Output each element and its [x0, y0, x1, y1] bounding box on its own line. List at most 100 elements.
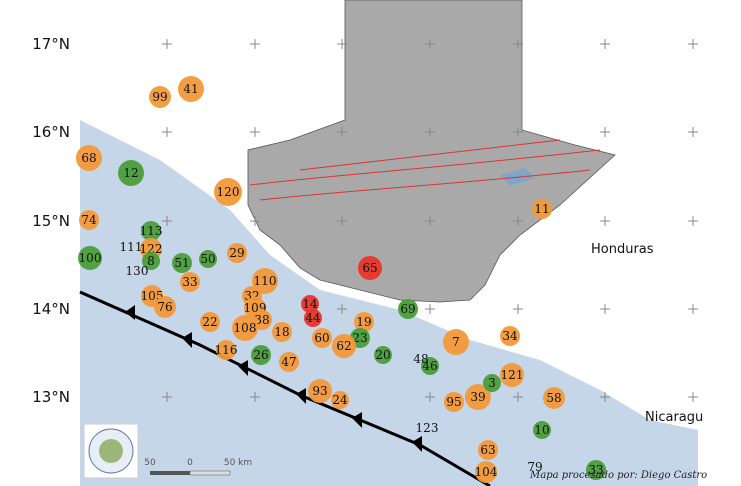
event-marker [586, 460, 606, 480]
event-label: 8 [147, 254, 155, 268]
event-label: 33 [588, 463, 603, 477]
logo [83, 423, 139, 479]
event-label: 26 [253, 348, 268, 362]
event-marker [200, 312, 220, 332]
event-label: 47 [281, 355, 296, 369]
event-marker [483, 374, 501, 392]
event-label: 33 [182, 275, 197, 289]
event-label: 76 [157, 300, 172, 314]
event-label: 23 [352, 331, 367, 345]
event-marker [358, 256, 382, 280]
event-label: 108 [234, 321, 257, 335]
event-marker [543, 387, 565, 409]
event-label: 79 [527, 460, 542, 474]
event-marker [304, 309, 322, 327]
event-label: 95 [446, 395, 461, 409]
event-marker [149, 86, 171, 108]
event-marker [500, 363, 524, 387]
event-marker [279, 352, 299, 372]
latitude-label: 16°N [32, 123, 70, 141]
event-marker [478, 440, 498, 460]
event-marker [331, 391, 349, 409]
event-label: 38 [254, 313, 269, 327]
scale-label: 0 [187, 458, 193, 468]
ocean [80, 120, 698, 486]
event-marker [532, 199, 552, 219]
event-marker [354, 312, 374, 332]
event-marker [199, 250, 217, 268]
event-marker [79, 210, 99, 230]
event-label: 100 [79, 251, 102, 265]
scale-label: 50 km [224, 458, 252, 468]
event-marker [172, 253, 192, 273]
event-label: 130 [126, 264, 149, 278]
event-marker [141, 221, 161, 241]
event-label: 48 [413, 352, 428, 366]
credit: Mapa procesado por: Diego Castro [529, 470, 707, 481]
trench-teeth [125, 305, 422, 452]
latitude-label: 13°N [32, 388, 70, 406]
event-marker [308, 379, 332, 403]
event-label: 46 [422, 359, 437, 373]
event-label: 74 [81, 213, 97, 227]
event-label: 29 [229, 246, 244, 260]
event-marker [142, 252, 160, 270]
event-label: 3 [488, 376, 496, 390]
event-marker [216, 340, 236, 360]
faults [249, 139, 601, 201]
event-marker [180, 272, 200, 292]
event-label: 11 [534, 202, 549, 216]
event-marker [475, 461, 497, 483]
event-label: 10 [534, 423, 549, 437]
event-marker [398, 299, 418, 319]
event-label: 63 [480, 443, 495, 457]
event-label: 69 [400, 302, 415, 316]
event-marker [443, 329, 469, 355]
guatemala-relief [247, 0, 616, 303]
event-label: 51 [174, 256, 189, 270]
event-label: 50 [200, 252, 215, 266]
event-label: 34 [502, 329, 518, 343]
event-label: 22 [202, 315, 217, 329]
event-label: 104 [475, 465, 498, 479]
place-label: Nicaragu [645, 410, 703, 425]
event-label: 62 [336, 339, 351, 353]
event-marker [301, 295, 319, 313]
event-label: 44 [305, 311, 321, 325]
event-label: 7 [452, 335, 460, 349]
event-label: 122 [140, 242, 163, 256]
event-label: 18 [274, 325, 289, 339]
event-label: 121 [501, 368, 524, 382]
event-marker [251, 345, 271, 365]
event-label: 113 [140, 224, 163, 238]
event-marker [533, 421, 551, 439]
event-label: 65 [362, 261, 377, 275]
event-label: 68 [81, 151, 96, 165]
event-marker [332, 334, 356, 358]
latitude-label: 15°N [32, 212, 70, 230]
event-marker [421, 357, 439, 375]
event-label: 12 [123, 166, 138, 180]
latitude-label: 17°N [32, 35, 70, 53]
event-label: 116 [215, 343, 238, 357]
event-label: 110 [254, 274, 277, 288]
event-marker [76, 145, 102, 171]
scale-bar: 50 0 50 km [144, 458, 252, 476]
event-label: 19 [356, 315, 371, 329]
event-marker [374, 346, 392, 364]
event-marker [500, 326, 520, 346]
event-marker [232, 315, 258, 341]
event-label: 93 [312, 384, 327, 398]
event-marker [252, 268, 278, 294]
event-label: 41 [183, 82, 198, 96]
event-label: 111 [120, 240, 143, 254]
event-label: 24 [332, 393, 348, 407]
event-marker [465, 384, 491, 410]
event-marker [154, 296, 176, 318]
event-marker [272, 322, 292, 342]
scale-label: 50 [144, 458, 156, 468]
event-label: 123 [416, 421, 439, 435]
place-label: Honduras [591, 242, 654, 257]
event-marker [118, 160, 144, 186]
